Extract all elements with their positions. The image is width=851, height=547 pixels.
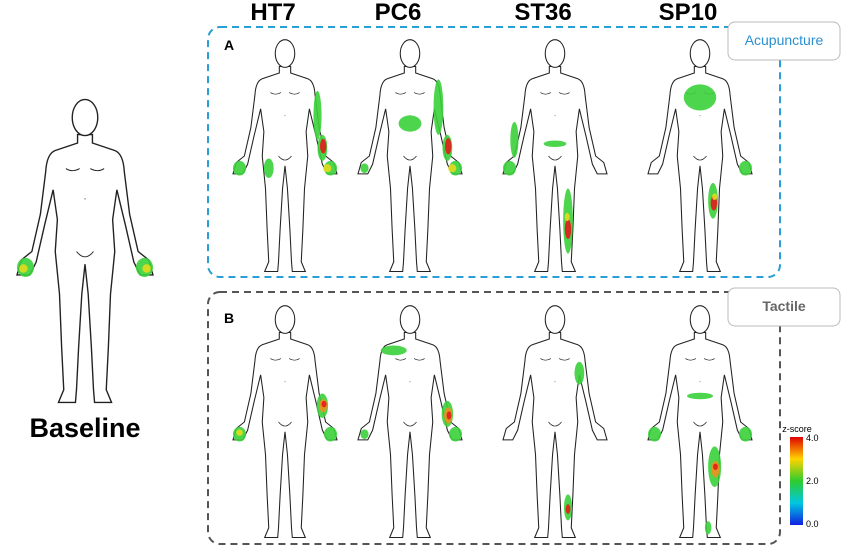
column-header: PC6 xyxy=(375,0,422,26)
heat-region xyxy=(712,193,718,200)
heat-region xyxy=(713,463,718,470)
heat-region xyxy=(263,158,274,178)
body-outline xyxy=(647,305,753,539)
colorbar-title: z-score xyxy=(782,424,812,434)
colorbar-tick: 4.0 xyxy=(806,433,819,443)
heat-region xyxy=(565,504,571,514)
column-header: HT7 xyxy=(250,0,295,26)
heat-region xyxy=(380,345,407,356)
heat-region xyxy=(448,164,457,173)
body-outline xyxy=(16,98,154,404)
body-outline xyxy=(502,39,608,273)
baseline-label: Baseline xyxy=(29,413,140,443)
heat-region xyxy=(360,163,369,174)
heat-region xyxy=(543,140,567,148)
panel-b-tag xyxy=(727,287,841,327)
heat-region xyxy=(564,212,570,222)
panel-letter: A xyxy=(224,37,234,53)
colorbar-tick: 0.0 xyxy=(806,519,819,529)
heat-region xyxy=(323,164,332,173)
heat-region xyxy=(319,138,327,154)
panel-b-label: Tactile xyxy=(762,298,806,314)
heat-region xyxy=(313,90,322,140)
body-map xyxy=(357,39,463,273)
body-map xyxy=(502,305,608,539)
colorbar-tick: 2.0 xyxy=(806,476,819,486)
body-map xyxy=(232,305,338,539)
body-map xyxy=(232,39,338,273)
heat-region xyxy=(739,160,752,176)
heat-region xyxy=(704,521,712,535)
column-header: SP10 xyxy=(659,0,718,26)
body-outline xyxy=(232,305,338,539)
heat-region xyxy=(503,160,516,176)
colorbar xyxy=(790,437,803,525)
heat-region xyxy=(321,400,327,408)
heat-region xyxy=(433,79,444,135)
body-map xyxy=(357,305,463,539)
panel-a-label: Acupuncture xyxy=(745,32,824,48)
heat-region xyxy=(510,121,519,158)
heat-region xyxy=(142,264,151,273)
heat-region xyxy=(564,219,572,239)
heat-region xyxy=(324,426,337,442)
body-map xyxy=(16,98,154,404)
heat-region xyxy=(236,429,243,436)
heat-region xyxy=(648,426,661,442)
panel-letter: B xyxy=(224,310,234,326)
heat-region xyxy=(446,411,452,420)
body-map xyxy=(647,39,753,273)
heat-region xyxy=(444,138,452,155)
heat-region xyxy=(574,361,585,385)
heat-region xyxy=(233,160,246,176)
body-map xyxy=(502,39,608,273)
heat-region xyxy=(449,426,462,442)
panel-b-border xyxy=(207,291,781,545)
heat-region xyxy=(683,84,717,111)
body-outline xyxy=(647,39,753,273)
panel-a-border xyxy=(207,26,781,278)
heat-region xyxy=(360,429,369,440)
column-header: ST36 xyxy=(514,0,571,26)
heat-region xyxy=(398,115,422,132)
body-map xyxy=(647,305,753,539)
heat-region xyxy=(687,392,713,400)
panel-a-tag xyxy=(727,21,841,61)
heat-region xyxy=(739,426,752,442)
body-outline xyxy=(502,305,608,539)
heat-region xyxy=(19,264,28,273)
